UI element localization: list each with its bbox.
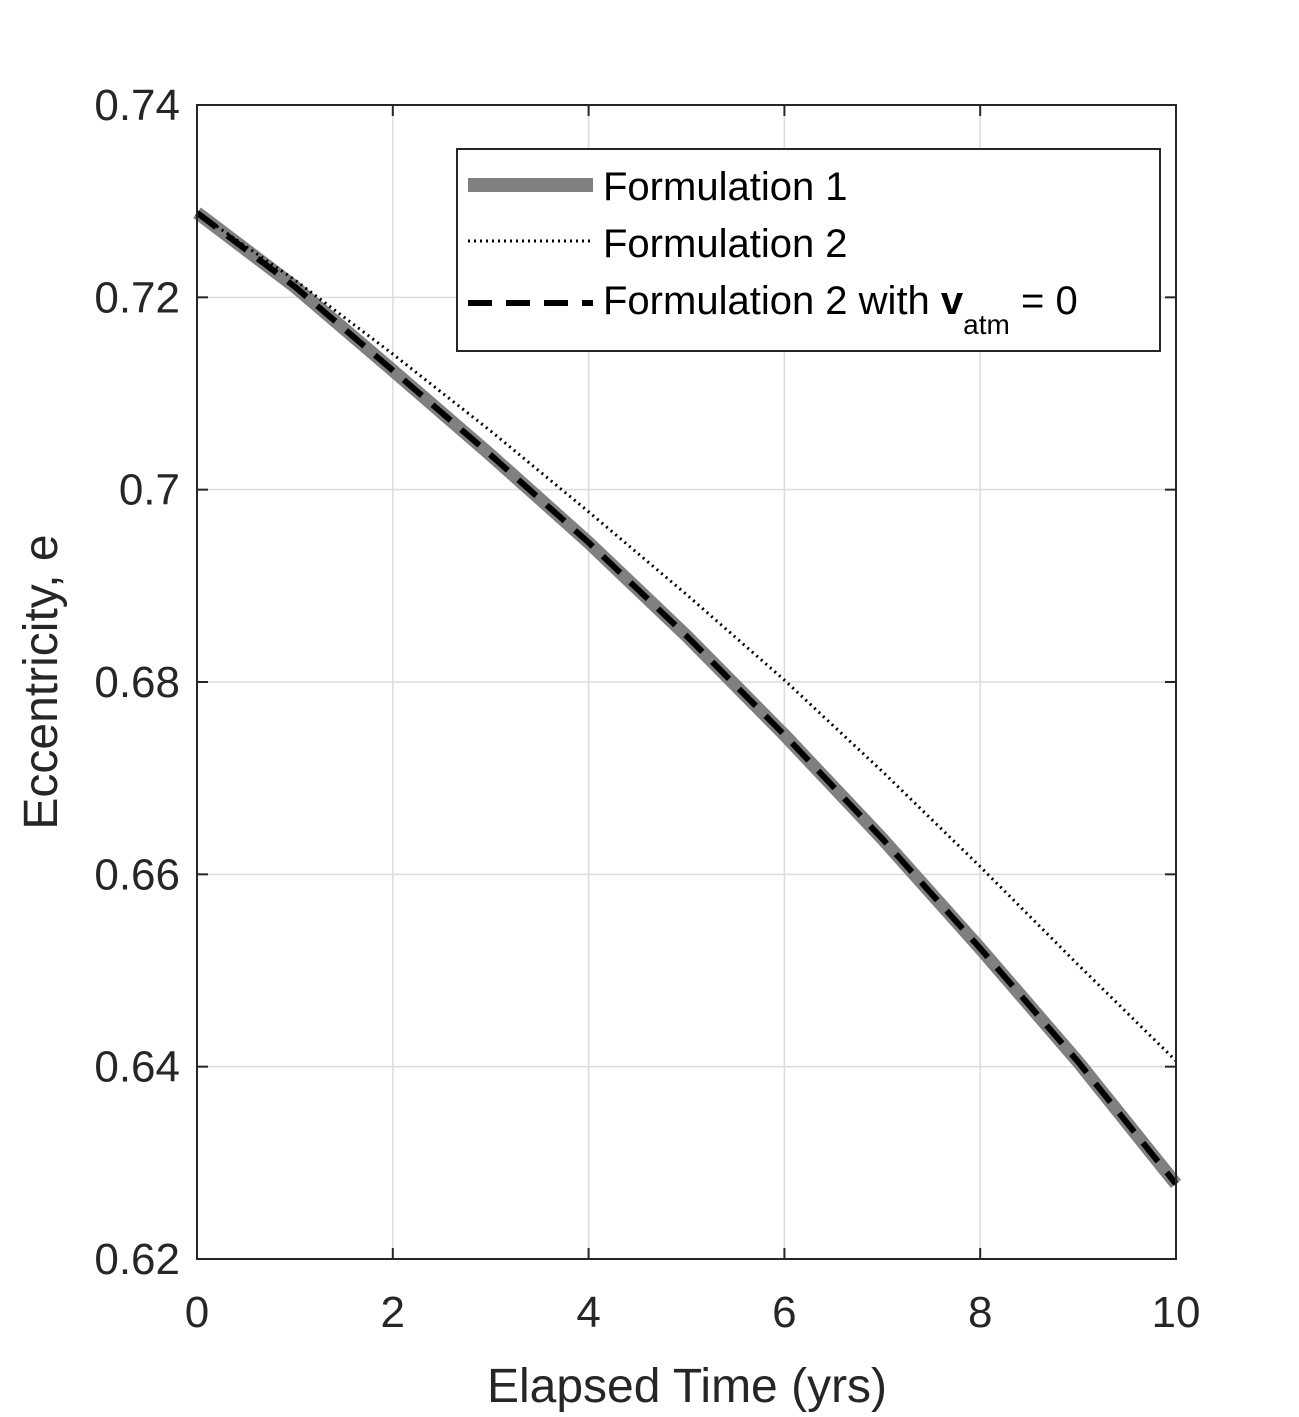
legend: Formulation 1 Formulation 2 Formulation … — [456, 148, 1161, 352]
series-layer — [193, 207, 1182, 1189]
y-tick-label: 0.68 — [94, 658, 180, 707]
legend-label-suffix: = 0 — [1010, 279, 1078, 323]
y-tick-label: 0.74 — [94, 81, 180, 130]
x-tick-label: 0 — [185, 1288, 209, 1337]
series-line-3-formulation-2-with — [195, 210, 1179, 1186]
tick-labels: 0 2 4 6 8 10 0.62 0.64 0.66 0.68 0.7 0.72 0.74 — [94, 81, 1200, 1337]
x-axis-label: Elapsed Time (yrs) — [487, 1360, 887, 1413]
legend-label-formulation-2: Formulation 2 — [603, 222, 848, 266]
legend-label-formulation-2-vatm-0: Formulation 2 with vatm = 0 — [603, 279, 1078, 340]
y-tick-label: 0.62 — [94, 1235, 180, 1284]
x-tick-label: 4 — [576, 1288, 600, 1337]
x-tick-label: 8 — [968, 1288, 992, 1337]
legend-label-subscript: atm — [963, 309, 1010, 340]
y-tick-label: 0.64 — [94, 1043, 180, 1092]
legend-label-formulation-1: Formulation 1 — [603, 165, 848, 209]
x-tick-label: 6 — [772, 1288, 796, 1337]
ticks — [196, 104, 1177, 1260]
y-tick-label: 0.72 — [94, 273, 180, 322]
y-axis-label: Eccentricity, e — [15, 534, 68, 829]
y-tick-label: 0.7 — [119, 466, 180, 515]
x-tick-label: 10 — [1152, 1288, 1201, 1337]
x-tick-label: 2 — [381, 1288, 405, 1337]
y-tick-label: 0.66 — [94, 850, 180, 899]
legend-label-bold-v: v — [941, 279, 964, 323]
legend-label-prefix: Formulation 2 with — [603, 279, 941, 323]
